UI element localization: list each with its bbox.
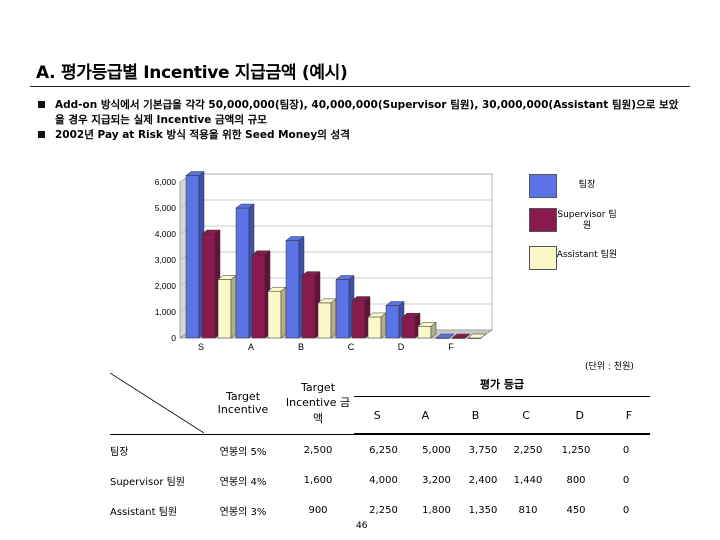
bar-side-A-series-2: [280, 286, 287, 339]
cell-grade-a: 1,800: [422, 504, 451, 516]
cell-grade-f: 0: [622, 444, 630, 456]
cell-grade-d: 450: [566, 504, 586, 516]
y-tick-label: 6,000: [155, 177, 177, 187]
bar-D-series-0: [385, 305, 400, 339]
cell-grade-s: 2,250: [369, 504, 398, 516]
bullet-text: Add-on 방식에서 기본급을 각각 50,000,000(팀장), 40,0…: [55, 99, 679, 126]
x-tick-label: D: [398, 342, 405, 352]
header-target-incentive: Target Incentive: [204, 372, 282, 435]
cell-amount: 900: [308, 504, 328, 516]
incentive-table: Target Incentive Target Incentive 금액 평가 …: [110, 372, 650, 525]
cell-amount: 2,500: [303, 444, 333, 456]
cell-grade-s: 6,250: [369, 444, 398, 456]
x-tick-label: B: [298, 342, 304, 352]
header-grade-d: D: [551, 396, 608, 434]
grade-header-table: 평가 등급 S A B C D F: [354, 372, 650, 434]
cell-grade-d: 800: [566, 474, 586, 486]
y-tick-label: 2,000: [155, 281, 177, 291]
cell-incentive: 연봉의 3%: [219, 506, 267, 518]
cell-amount: 1,600: [303, 474, 333, 486]
bullet-text: 2002년 Pay at Risk 방식 적용을 위한 Seed Money의 …: [55, 129, 350, 141]
header-grade-b: B: [450, 396, 501, 434]
legend-swatch-assistant: [529, 246, 557, 270]
header-grade-group: 평가 등급: [354, 372, 650, 397]
y-tick-label: 0: [171, 333, 176, 343]
bullet-item: 2002년 Pay at Risk 방식 적용을 위한 Seed Money의 …: [38, 128, 688, 143]
bar-C-series-1: [351, 300, 366, 339]
diagonal-divider: [110, 373, 204, 433]
table-row: 팀장 연봉의 5% 2,500 6,250 5,000 3,750 2,250 …: [110, 435, 650, 466]
square-bullet-icon: [38, 101, 45, 108]
page-title: A. 평가등급별 Incentive 지급금액 (예시): [36, 63, 348, 83]
bar-side-F-series-0: [448, 333, 455, 339]
legend-swatch-team-leader: [529, 174, 557, 198]
bar-side-B-series-2: [330, 298, 337, 339]
y-tick-label: 5,000: [155, 203, 177, 213]
bar-B-series-2: [317, 302, 332, 339]
x-tick-label: F: [448, 342, 454, 352]
legend-label: Supervisor 팀원: [557, 210, 617, 231]
cell-grade-f: 0: [622, 474, 630, 486]
cell-grade-a: 5,000: [422, 444, 451, 456]
x-tick-label: C: [348, 342, 355, 352]
cell-grade-b: 1,350: [468, 504, 498, 516]
cell-grade-b: 3,750: [468, 444, 498, 456]
y-tick-label: 3,000: [155, 255, 177, 265]
bar-S-series-2: [217, 279, 232, 339]
header-grade-block: 평가 등급 S A B C D F: [354, 372, 650, 435]
bar-side-C-series-2: [380, 312, 387, 339]
bar-S-series-0: [185, 175, 200, 339]
cell-grade-c: 810: [518, 504, 538, 516]
header-corner: [110, 372, 204, 435]
bar-S-series-1: [201, 233, 216, 339]
bar-side-F-series-2: [480, 333, 487, 339]
title-divider: [30, 86, 690, 87]
row-label: Assistant 팀원: [110, 506, 178, 518]
bar-B-series-0: [285, 240, 300, 339]
bar-B-series-1: [301, 275, 316, 339]
x-tick-label: A: [248, 342, 254, 352]
page-number: 46: [356, 521, 368, 531]
square-bullet-icon: [38, 131, 45, 138]
y-tick-label: 1,000: [155, 307, 177, 317]
header-grade-c: C: [500, 396, 552, 434]
bar-A-series-1: [251, 254, 266, 339]
table-header-row: Target Incentive Target Incentive 금액 평가 …: [110, 372, 650, 435]
bar-side-D-series-2: [430, 321, 437, 339]
legend-label: 팀장: [578, 180, 596, 190]
grade-incentive-bar-chart: 0 1,000 2,000 3,000 4,000 5,000 6,000 S A B C D F: [155, 170, 493, 352]
cell-incentive: 연봉의 5%: [219, 446, 267, 458]
table-row: Supervisor 팀원 연봉의 4% 1,600 4,000 3,200 2…: [110, 465, 650, 495]
bullet-list: Add-on 방식에서 기본급을 각각 50,000,000(팀장), 40,0…: [38, 98, 688, 143]
y-tick-label: 4,000: [155, 229, 177, 239]
row-label: Supervisor 팀원: [110, 476, 186, 488]
bar-side-F-series-1: [464, 333, 471, 339]
row-label: 팀장: [110, 446, 129, 458]
x-tick-label: S: [198, 342, 204, 352]
header-target-amount: Target Incentive 금액: [282, 372, 354, 435]
bar-A-series-2: [267, 290, 282, 339]
header-grade-f: F: [607, 396, 650, 434]
bar-A-series-0: [235, 207, 250, 339]
unit-note: (단위 : 천원): [585, 362, 634, 372]
bar-C-series-2: [367, 316, 382, 339]
cell-grade-c: 2,250: [513, 444, 543, 456]
bar-D-series-2: [417, 326, 432, 339]
cell-grade-c: 1,440: [513, 474, 543, 486]
header-grade-s: S: [354, 396, 401, 434]
table-row: Assistant 팀원 연봉의 3% 900 2,250 1,800 1,35…: [110, 495, 650, 525]
bullet-item: Add-on 방식에서 기본급을 각각 50,000,000(팀장), 40,0…: [38, 98, 688, 128]
legend-label: Assistant 팀원: [556, 250, 618, 260]
legend-swatch-supervisor: [529, 208, 557, 232]
bar-side-S-series-2: [230, 274, 237, 339]
cell-grade-b: 2,400: [468, 474, 498, 486]
header-grade-a: A: [400, 396, 451, 434]
cell-grade-s: 4,000: [369, 474, 398, 486]
bar-D-series-1: [401, 316, 416, 339]
cell-incentive: 연봉의 4%: [219, 476, 267, 488]
cell-grade-f: 0: [622, 504, 630, 516]
cell-grade-d: 1,250: [561, 444, 591, 456]
bar-C-series-0: [335, 279, 350, 339]
cell-grade-a: 3,200: [422, 474, 451, 486]
